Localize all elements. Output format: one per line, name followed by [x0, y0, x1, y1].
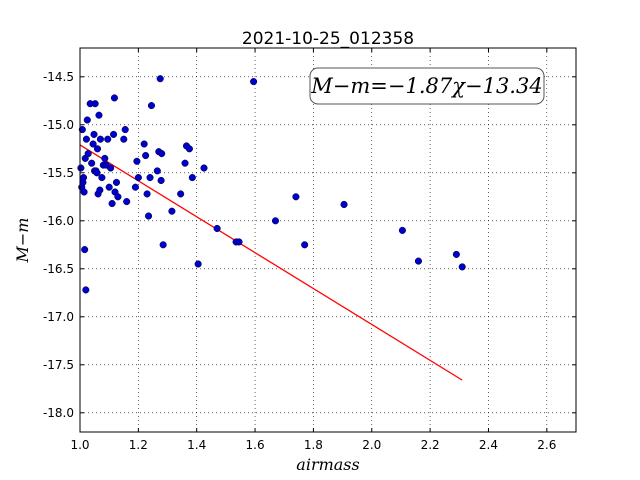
data-point	[89, 140, 97, 148]
grid-layer	[79, 48, 576, 432]
data-point	[133, 157, 141, 165]
data-point	[90, 130, 98, 138]
y-tick-label: -18.0	[43, 406, 74, 420]
data-point	[120, 135, 128, 143]
data-point	[82, 286, 90, 294]
data-point	[82, 135, 90, 143]
x-tick-label: 2.0	[362, 438, 381, 452]
annotation-box	[309, 67, 545, 105]
y-tick-label: -15.5	[43, 166, 74, 180]
data-point	[107, 164, 115, 172]
fit-layer	[79, 144, 463, 381]
y-tick-label: -15.0	[43, 118, 74, 132]
fit-equation: M−m=−1.87χ−13.34	[310, 74, 542, 98]
data-point	[101, 154, 109, 162]
data-point	[79, 174, 88, 182]
data-point	[108, 199, 116, 208]
data-point	[110, 130, 118, 138]
data-point	[250, 78, 258, 86]
data-point	[131, 183, 139, 191]
data-point	[292, 193, 300, 201]
data-point	[96, 135, 104, 143]
plot-area	[80, 48, 576, 432]
x-tick-label: 2.6	[537, 438, 556, 452]
y-tick-label: -17.0	[43, 310, 74, 324]
data-point	[81, 246, 89, 254]
data-point	[452, 250, 460, 258]
data-point	[143, 190, 151, 198]
x-tick-label: 1.0	[70, 438, 89, 452]
plot-frame	[79, 47, 577, 433]
data-point	[340, 200, 348, 209]
x-tick-label: 1.6	[246, 438, 265, 452]
data-point	[114, 193, 122, 201]
data-point	[105, 183, 113, 191]
y-tick-label: -16.5	[43, 262, 74, 276]
data-point	[200, 164, 208, 172]
data-point	[110, 94, 118, 102]
data-point	[142, 151, 150, 160]
data-point	[301, 241, 309, 249]
y-tick-label: -16.0	[43, 214, 74, 228]
data-point	[177, 190, 185, 198]
data-point	[104, 135, 112, 143]
x-axis-label: airmass	[296, 455, 359, 474]
data-point	[188, 174, 196, 182]
data-point	[140, 140, 148, 148]
data-point	[398, 226, 406, 234]
data-point	[458, 263, 466, 271]
data-point	[235, 238, 243, 246]
data-point	[91, 100, 99, 108]
data-point	[414, 257, 422, 265]
data-point	[77, 164, 85, 172]
data-point	[168, 207, 176, 215]
data-point	[271, 217, 280, 225]
fit-line	[79, 144, 463, 381]
data-point	[181, 159, 189, 167]
data-point	[93, 145, 102, 153]
data-point	[121, 126, 129, 134]
data-point	[158, 150, 166, 158]
data-point	[84, 150, 92, 158]
x-tick-label: 2.2	[421, 438, 440, 452]
data-point	[153, 167, 161, 175]
x-tick-label: 1.4	[187, 438, 206, 452]
data-point	[146, 174, 154, 182]
data-point	[83, 116, 91, 124]
x-tick-label: 2.4	[479, 438, 498, 452]
data-point	[156, 75, 164, 83]
ticks-layer: 1.0 1.2 1.4 1.6 1.8 2.0 2.2 2.4 2.6 -14.5 -15.0 -15…	[43, 48, 576, 452]
y-tick-label: -14.5	[43, 70, 74, 84]
data-point	[98, 174, 106, 182]
data-point	[78, 126, 86, 134]
data-point	[80, 188, 88, 196]
data-point	[213, 224, 221, 233]
data-point	[88, 159, 96, 167]
y-axis-label: M−m	[13, 218, 32, 264]
data-point	[185, 145, 193, 153]
data-point	[134, 174, 142, 182]
data-point	[157, 176, 165, 185]
data-point	[194, 260, 202, 268]
x-tick-label: 1.2	[129, 438, 148, 452]
data-point	[93, 169, 101, 177]
data-point	[112, 178, 121, 186]
y-tick-label: -17.5	[43, 358, 74, 372]
data-point	[96, 186, 104, 194]
chart-title: 2021-10-25_012358	[242, 29, 414, 49]
data-point	[159, 241, 167, 249]
x-tick-label: 1.8	[304, 438, 323, 452]
data-point	[95, 111, 103, 119]
data-point	[147, 102, 156, 110]
data-point	[145, 212, 153, 220]
data-point	[123, 198, 131, 206]
